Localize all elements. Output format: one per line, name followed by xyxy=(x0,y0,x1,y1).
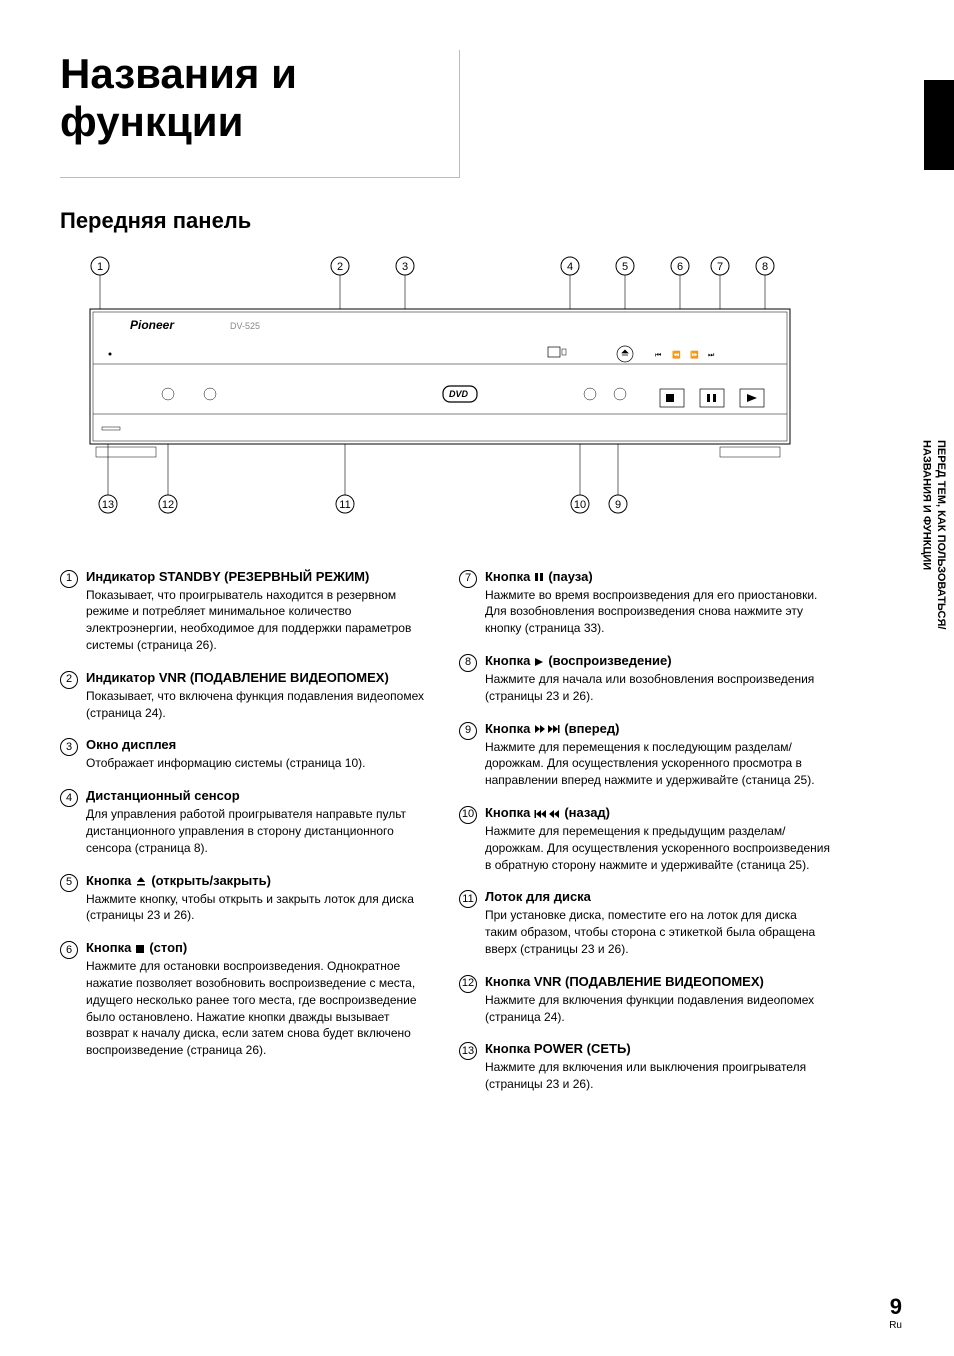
page-title: Названия и функции xyxy=(60,50,439,147)
item-number: 10 xyxy=(459,806,477,824)
fwd-icon xyxy=(534,721,560,736)
brand-label: Pioneer xyxy=(130,318,175,332)
svg-text:4: 4 xyxy=(567,261,573,273)
item-description: Показывает, что проигрыватель находится … xyxy=(86,587,431,654)
svg-text:⏪: ⏪ xyxy=(672,350,681,359)
item-4: 4 Дистанционный сенсор Для управления рабо… xyxy=(60,788,431,856)
item-9: 9 Кнопка (вперед) Нажмите для перемещения … xyxy=(459,721,830,789)
item-description: При установке диска, поместите его на ло… xyxy=(485,907,830,957)
item-title: Кнопка (вперед) xyxy=(485,721,830,736)
item-number: 13 xyxy=(459,1042,477,1060)
right-column: 7 Кнопка (пауза) Нажмите во время воспроиз… xyxy=(459,569,830,1109)
item-title: Кнопка (назад) xyxy=(485,805,830,820)
svg-text:⏩: ⏩ xyxy=(690,350,699,359)
item-number: 9 xyxy=(459,722,477,740)
item-5: 5 Кнопка (открыть/закрыть) Нажмите кнопку,… xyxy=(60,873,431,925)
svg-text:10: 10 xyxy=(574,499,586,511)
item-12: 12 Кнопка VNR (ПОДАВЛЕНИЕ ВИДЕОПОМЕХ) Нажм… xyxy=(459,974,830,1026)
svg-text:6: 6 xyxy=(677,261,683,273)
eject-icon xyxy=(135,873,147,888)
svg-text:12: 12 xyxy=(162,499,174,511)
item-description: Отображает информацию системы (страница … xyxy=(86,755,431,772)
item-description: Нажмите для начала или возобновления вос… xyxy=(485,671,830,705)
svg-text:9: 9 xyxy=(615,499,621,511)
model-label: DV-525 xyxy=(230,321,260,331)
item-description: Нажмите во время воспроизведения для его… xyxy=(485,587,830,637)
item-11: 11 Лоток для диска При установке диска, по… xyxy=(459,889,830,957)
item-title: Кнопка (стоп) xyxy=(86,940,431,955)
left-column: 1 Индикатор STANDBY (РЕЗЕРВНЫЙ РЕЖИМ) Пока… xyxy=(60,569,431,1109)
svg-text:5: 5 xyxy=(622,261,628,273)
rew-icon xyxy=(534,805,560,820)
item-title: Кнопка (пауза) xyxy=(485,569,830,584)
svg-text:⏮: ⏮ xyxy=(655,352,661,359)
item-description: Нажмите кнопку, чтобы открыть и закрыть … xyxy=(86,891,431,925)
item-number: 5 xyxy=(60,874,78,892)
item-description: Нажмите для перемещения к предыдущим раз… xyxy=(485,823,830,873)
item-title: Кнопка POWER (СЕТЬ) xyxy=(485,1041,830,1056)
svg-text:3: 3 xyxy=(402,261,408,273)
item-description: Нажмите для включения функции подавления… xyxy=(485,992,830,1026)
item-description: Нажмите для перемещения к последующим ра… xyxy=(485,739,830,789)
item-number: 4 xyxy=(60,789,78,807)
item-description: Показывает, что включена функция подавле… xyxy=(86,688,431,722)
item-title: Индикатор STANDBY (РЕЗЕРВНЫЙ РЕЖИМ) xyxy=(86,569,431,584)
item-2: 2 Индикатор VNR (ПОДАВЛЕНИЕ ВИДЕОПОМЕХ) По… xyxy=(60,670,431,722)
svg-text:11: 11 xyxy=(339,499,350,511)
item-title: Индикатор VNR (ПОДАВЛЕНИЕ ВИДЕОПОМЕХ) xyxy=(86,670,431,685)
svg-text:13: 13 xyxy=(102,499,114,511)
svg-text:7: 7 xyxy=(717,261,723,273)
stop-icon xyxy=(135,940,145,955)
item-description: Нажмите для включения или выключения про… xyxy=(485,1059,830,1093)
item-number: 3 xyxy=(60,738,78,756)
item-number: 7 xyxy=(459,570,477,588)
pause-icon xyxy=(534,569,544,584)
item-number: 2 xyxy=(60,671,78,689)
item-3: 3 Окно дисплея Отображает информацию систе… xyxy=(60,737,431,772)
item-number: 12 xyxy=(459,975,477,993)
svg-text:1: 1 xyxy=(97,261,103,273)
item-8: 8 Кнопка (воспроизведение) Нажмите для нач… xyxy=(459,653,830,705)
svg-text:DVD: DVD xyxy=(449,389,469,399)
item-10: 10 Кнопка (назад) Нажмите для перемещения … xyxy=(459,805,830,873)
item-1: 1 Индикатор STANDBY (РЕЗЕРВНЫЙ РЕЖИМ) Пока… xyxy=(60,569,431,654)
page-number: 9 Ru xyxy=(889,1294,902,1331)
title-block: Названия и функции xyxy=(60,50,460,178)
svg-text:2: 2 xyxy=(337,261,343,273)
play-icon xyxy=(534,653,544,668)
section-subtitle: Передняя панель xyxy=(60,208,904,234)
item-title: Кнопка (открыть/закрыть) xyxy=(86,873,431,888)
item-number: 8 xyxy=(459,654,477,672)
item-number: 11 xyxy=(459,890,477,908)
item-title: Кнопка VNR (ПОДАВЛЕНИЕ ВИДЕОПОМЕХ) xyxy=(485,974,830,989)
item-title: Кнопка (воспроизведение) xyxy=(485,653,830,668)
item-number: 6 xyxy=(60,941,78,959)
item-title: Дистанционный сенсор xyxy=(86,788,431,803)
item-title: Окно дисплея xyxy=(86,737,431,752)
item-title: Лоток для диска xyxy=(485,889,830,904)
item-description: Для управления работой проигрывателя нап… xyxy=(86,806,431,856)
svg-text:8: 8 xyxy=(762,261,768,273)
item-7: 7 Кнопка (пауза) Нажмите во время воспроиз… xyxy=(459,569,830,637)
item-13: 13 Кнопка POWER (СЕТЬ) Нажмите для включен… xyxy=(459,1041,830,1093)
front-panel-diagram: 12345678 Pioneer DV-525 ⏮ ⏪ ⏩ ⏭ xyxy=(60,254,820,529)
svg-text:⏭: ⏭ xyxy=(708,352,715,359)
item-number: 1 xyxy=(60,570,78,588)
item-6: 6 Кнопка (стоп) Нажмите для остановки восп… xyxy=(60,940,431,1059)
item-description: Нажмите для остановки воспроизведения. О… xyxy=(86,958,431,1059)
